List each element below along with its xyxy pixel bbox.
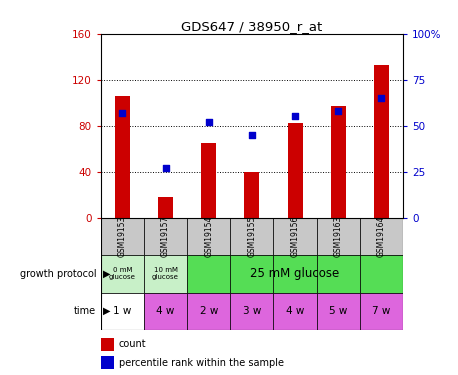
Point (291, 113, 299, 119)
Text: 4 w: 4 w (156, 306, 174, 316)
Bar (101, 338, 114, 351)
Text: time: time (74, 306, 96, 316)
Text: GSM19154: GSM19154 (204, 216, 213, 257)
Text: 2 w: 2 w (200, 306, 218, 316)
Bar (360, 292, 403, 330)
Point (335, 108, 342, 114)
Text: GSM19155: GSM19155 (247, 216, 256, 257)
Bar (187, 292, 230, 330)
Bar (316, 217, 360, 255)
Text: ▶: ▶ (103, 306, 110, 316)
Bar (101, 217, 144, 255)
Text: 1 w: 1 w (113, 306, 131, 316)
Bar (144, 255, 187, 292)
Bar (273, 292, 316, 330)
Bar (101, 292, 144, 330)
Title: GDS647 / 38950_r_at: GDS647 / 38950_r_at (181, 20, 322, 33)
Bar (101, 356, 114, 369)
Bar (288, 123, 303, 218)
Text: 4 w: 4 w (286, 306, 304, 316)
Text: 5 w: 5 w (329, 306, 348, 316)
Text: 25 mM glucose: 25 mM glucose (251, 267, 340, 280)
Bar (101, 255, 144, 292)
Text: 10 mM
glucose: 10 mM glucose (152, 267, 179, 280)
Bar (230, 292, 273, 330)
Bar (316, 292, 360, 330)
Text: 7 w: 7 w (372, 306, 391, 316)
Bar (316, 255, 360, 292)
Text: GSM19157: GSM19157 (161, 216, 170, 257)
Text: count: count (119, 339, 147, 349)
Bar (360, 255, 403, 292)
Point (119, 110, 126, 116)
Bar (273, 217, 316, 255)
Bar (331, 106, 346, 218)
Point (248, 132, 256, 138)
Point (378, 95, 385, 101)
Bar (360, 217, 403, 255)
Bar (374, 65, 389, 218)
Bar (115, 96, 130, 218)
Bar (144, 217, 187, 255)
Text: 3 w: 3 w (243, 306, 261, 316)
Text: GSM19156: GSM19156 (290, 216, 300, 257)
Bar (230, 255, 273, 292)
Bar (187, 255, 230, 292)
Bar (273, 255, 316, 292)
Text: growth protocol: growth protocol (20, 269, 96, 279)
Text: GSM19163: GSM19163 (334, 216, 343, 257)
Text: ▶: ▶ (103, 269, 110, 279)
Point (162, 165, 169, 171)
Text: GSM19164: GSM19164 (377, 216, 386, 257)
Text: 0 mM
glucose: 0 mM glucose (109, 267, 136, 280)
Bar (158, 197, 173, 217)
Bar (245, 172, 259, 217)
Point (205, 119, 213, 125)
Bar (201, 143, 216, 218)
Bar (230, 217, 273, 255)
Bar (144, 292, 187, 330)
Bar (187, 217, 230, 255)
Text: percentile rank within the sample: percentile rank within the sample (119, 358, 284, 368)
Text: GSM19153: GSM19153 (118, 216, 127, 257)
